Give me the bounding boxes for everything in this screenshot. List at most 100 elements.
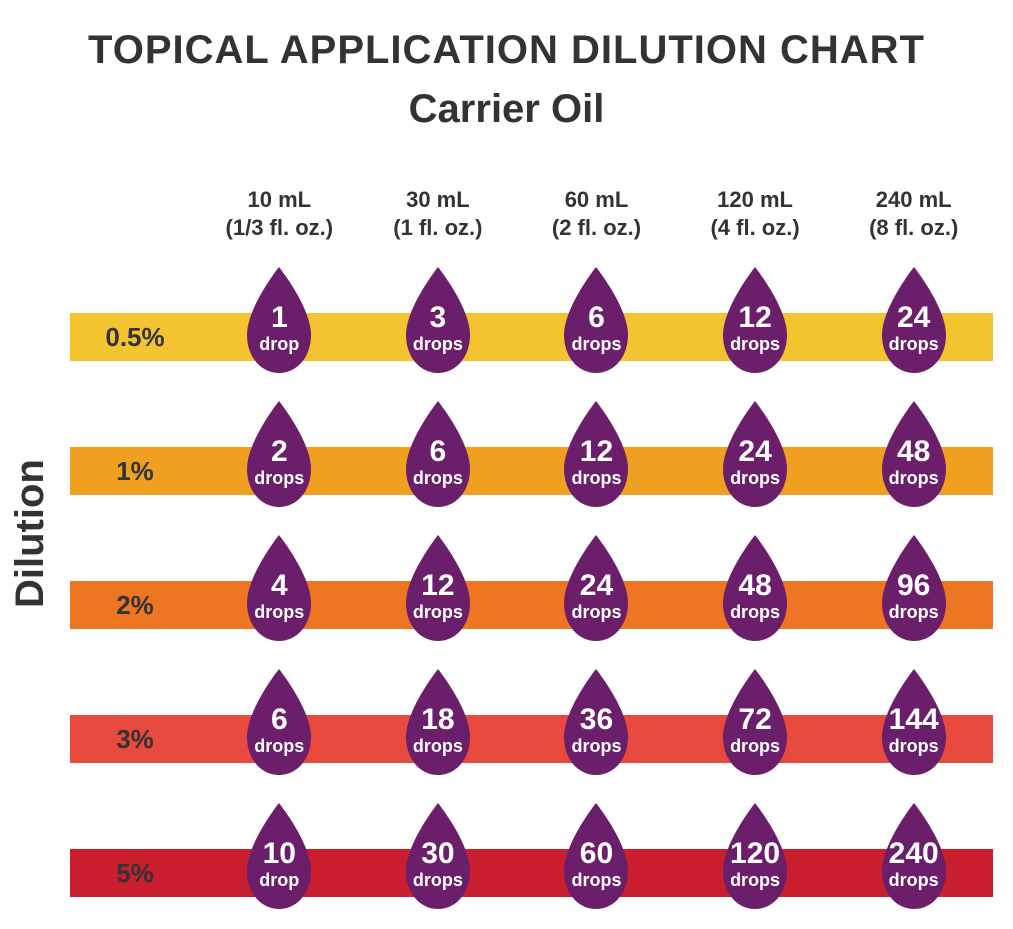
drop-label: 60 drops — [550, 839, 642, 889]
drop-icon: 96drops — [868, 533, 960, 645]
drop-label: 12drops — [392, 571, 484, 621]
drop-count: 36 — [550, 705, 642, 735]
drop-icon: 3drops — [392, 265, 484, 377]
drop-count: 240 — [868, 839, 960, 869]
row-label: 2% — [70, 581, 200, 629]
row-drops: 4drops12drops24drops48drops96drops — [200, 533, 993, 661]
column-header: 120 mL(4 fl. oz.) — [676, 186, 835, 241]
chart-row: 2%4drops12drops24drops48drops96drops — [70, 533, 993, 661]
column-header-oz: (1/3 fl. oz.) — [200, 214, 359, 242]
drop-icon: 36drops — [550, 667, 642, 779]
column-header: 240 mL(8 fl. oz.) — [834, 186, 993, 241]
drop-unit: drops — [550, 335, 642, 353]
drop-count: 2 — [233, 437, 325, 467]
drop-cell: 12 drops — [517, 399, 676, 527]
drop-count: 48 — [868, 437, 960, 467]
drop-count: 24 — [868, 303, 960, 333]
drop-unit: drops — [392, 737, 484, 755]
column-header: 30 mL(1 fl. oz.) — [359, 186, 518, 241]
drop-label: 6drops — [233, 705, 325, 755]
drop-icon: 120drops — [709, 801, 801, 913]
drop-cell: 144drops — [834, 667, 993, 795]
x-axis-title: Carrier Oil — [0, 87, 1013, 132]
drop-icon: 18 drops — [392, 667, 484, 779]
chart-row: 3%6drops18drops36drops72drops144drops — [70, 667, 993, 795]
drop-label: 144drops — [868, 705, 960, 755]
drop-icon: 6drops — [233, 667, 325, 779]
drop-icon: 144drops — [868, 667, 960, 779]
drop-label: 12drops — [709, 303, 801, 353]
drop-icon: 30drops — [392, 801, 484, 913]
drop-unit: drop — [233, 335, 325, 353]
column-header-oz: (8 fl. oz.) — [834, 214, 993, 242]
drop-count: 18 — [392, 705, 484, 735]
drop-label: 36drops — [550, 705, 642, 755]
drop-label: 48drops — [709, 571, 801, 621]
drop-unit: drops — [392, 469, 484, 487]
column-header-ml: 30 mL — [359, 186, 518, 214]
y-axis-title: Dilution — [8, 459, 53, 608]
drop-icon: 6 drops — [550, 265, 642, 377]
drop-cell: 24 drops — [834, 265, 993, 393]
drop-label: 6drops — [392, 437, 484, 487]
column-header-ml: 60 mL — [517, 186, 676, 214]
drop-label: 30drops — [392, 839, 484, 889]
drop-icon: 4 drops — [233, 533, 325, 645]
drop-unit: drops — [233, 469, 325, 487]
drop-label: 18 drops — [392, 705, 484, 755]
drop-count: 4 — [233, 571, 325, 601]
drop-cell: 12drops — [359, 533, 518, 661]
drop-label: 240drops — [868, 839, 960, 889]
drop-count: 12 — [550, 437, 642, 467]
drop-label: 96drops — [868, 571, 960, 621]
drop-label: 24drops — [550, 571, 642, 621]
drop-cell: 240drops — [834, 801, 993, 929]
drop-count: 24 — [709, 437, 801, 467]
column-header: 60 mL(2 fl. oz.) — [517, 186, 676, 241]
drop-cell: 10 drop — [200, 801, 359, 929]
column-headers: 10 mL(1/3 fl. oz.)30 mL(1 fl. oz.)60 mL(… — [200, 186, 993, 241]
column-header-oz: (4 fl. oz.) — [676, 214, 835, 242]
drop-unit: drops — [550, 871, 642, 889]
drop-cell: 18 drops — [359, 667, 518, 795]
drop-label: 1drop — [233, 303, 325, 353]
drop-count: 12 — [709, 303, 801, 333]
drop-unit: drops — [868, 335, 960, 353]
drop-label: 72 drops — [709, 705, 801, 755]
drop-unit: drops — [868, 603, 960, 621]
drop-icon: 6drops — [392, 399, 484, 511]
drop-label: 24drops — [709, 437, 801, 487]
drop-cell: 60 drops — [517, 801, 676, 929]
drop-icon: 72 drops — [709, 667, 801, 779]
drop-cell: 3drops — [359, 265, 518, 393]
drop-count: 6 — [550, 303, 642, 333]
drop-icon: 48drops — [868, 399, 960, 511]
drop-unit: drops — [550, 469, 642, 487]
drop-label: 10 drop — [233, 839, 325, 889]
drop-cell: 24drops — [676, 399, 835, 527]
column-header-ml: 120 mL — [676, 186, 835, 214]
drop-count: 10 — [233, 839, 325, 869]
drop-icon: 24drops — [550, 533, 642, 645]
drop-cell: 2 drops — [200, 399, 359, 527]
drop-count: 60 — [550, 839, 642, 869]
drop-cell: 120drops — [676, 801, 835, 929]
drop-cell: 24drops — [517, 533, 676, 661]
drop-cell: 30drops — [359, 801, 518, 929]
chart-area: 10 mL(1/3 fl. oz.)30 mL(1 fl. oz.)60 mL(… — [70, 186, 993, 910]
drop-unit: drops — [709, 871, 801, 889]
drop-icon: 10 drop — [233, 801, 325, 913]
drop-icon: 1drop — [233, 265, 325, 377]
drop-cell: 6 drops — [517, 265, 676, 393]
drop-count: 72 — [709, 705, 801, 735]
drop-unit: drops — [233, 603, 325, 621]
drop-unit: drop — [233, 871, 325, 889]
drop-label: 2 drops — [233, 437, 325, 487]
drop-unit: drops — [233, 737, 325, 755]
column-header-ml: 10 mL — [200, 186, 359, 214]
drop-count: 12 — [392, 571, 484, 601]
drop-cell: 12drops — [676, 265, 835, 393]
drop-unit: drops — [709, 737, 801, 755]
chart-title: TOPICAL APPLICATION DILUTION CHART — [0, 28, 1013, 73]
row-drops: 6drops18drops36drops72drops144drops — [200, 667, 993, 795]
